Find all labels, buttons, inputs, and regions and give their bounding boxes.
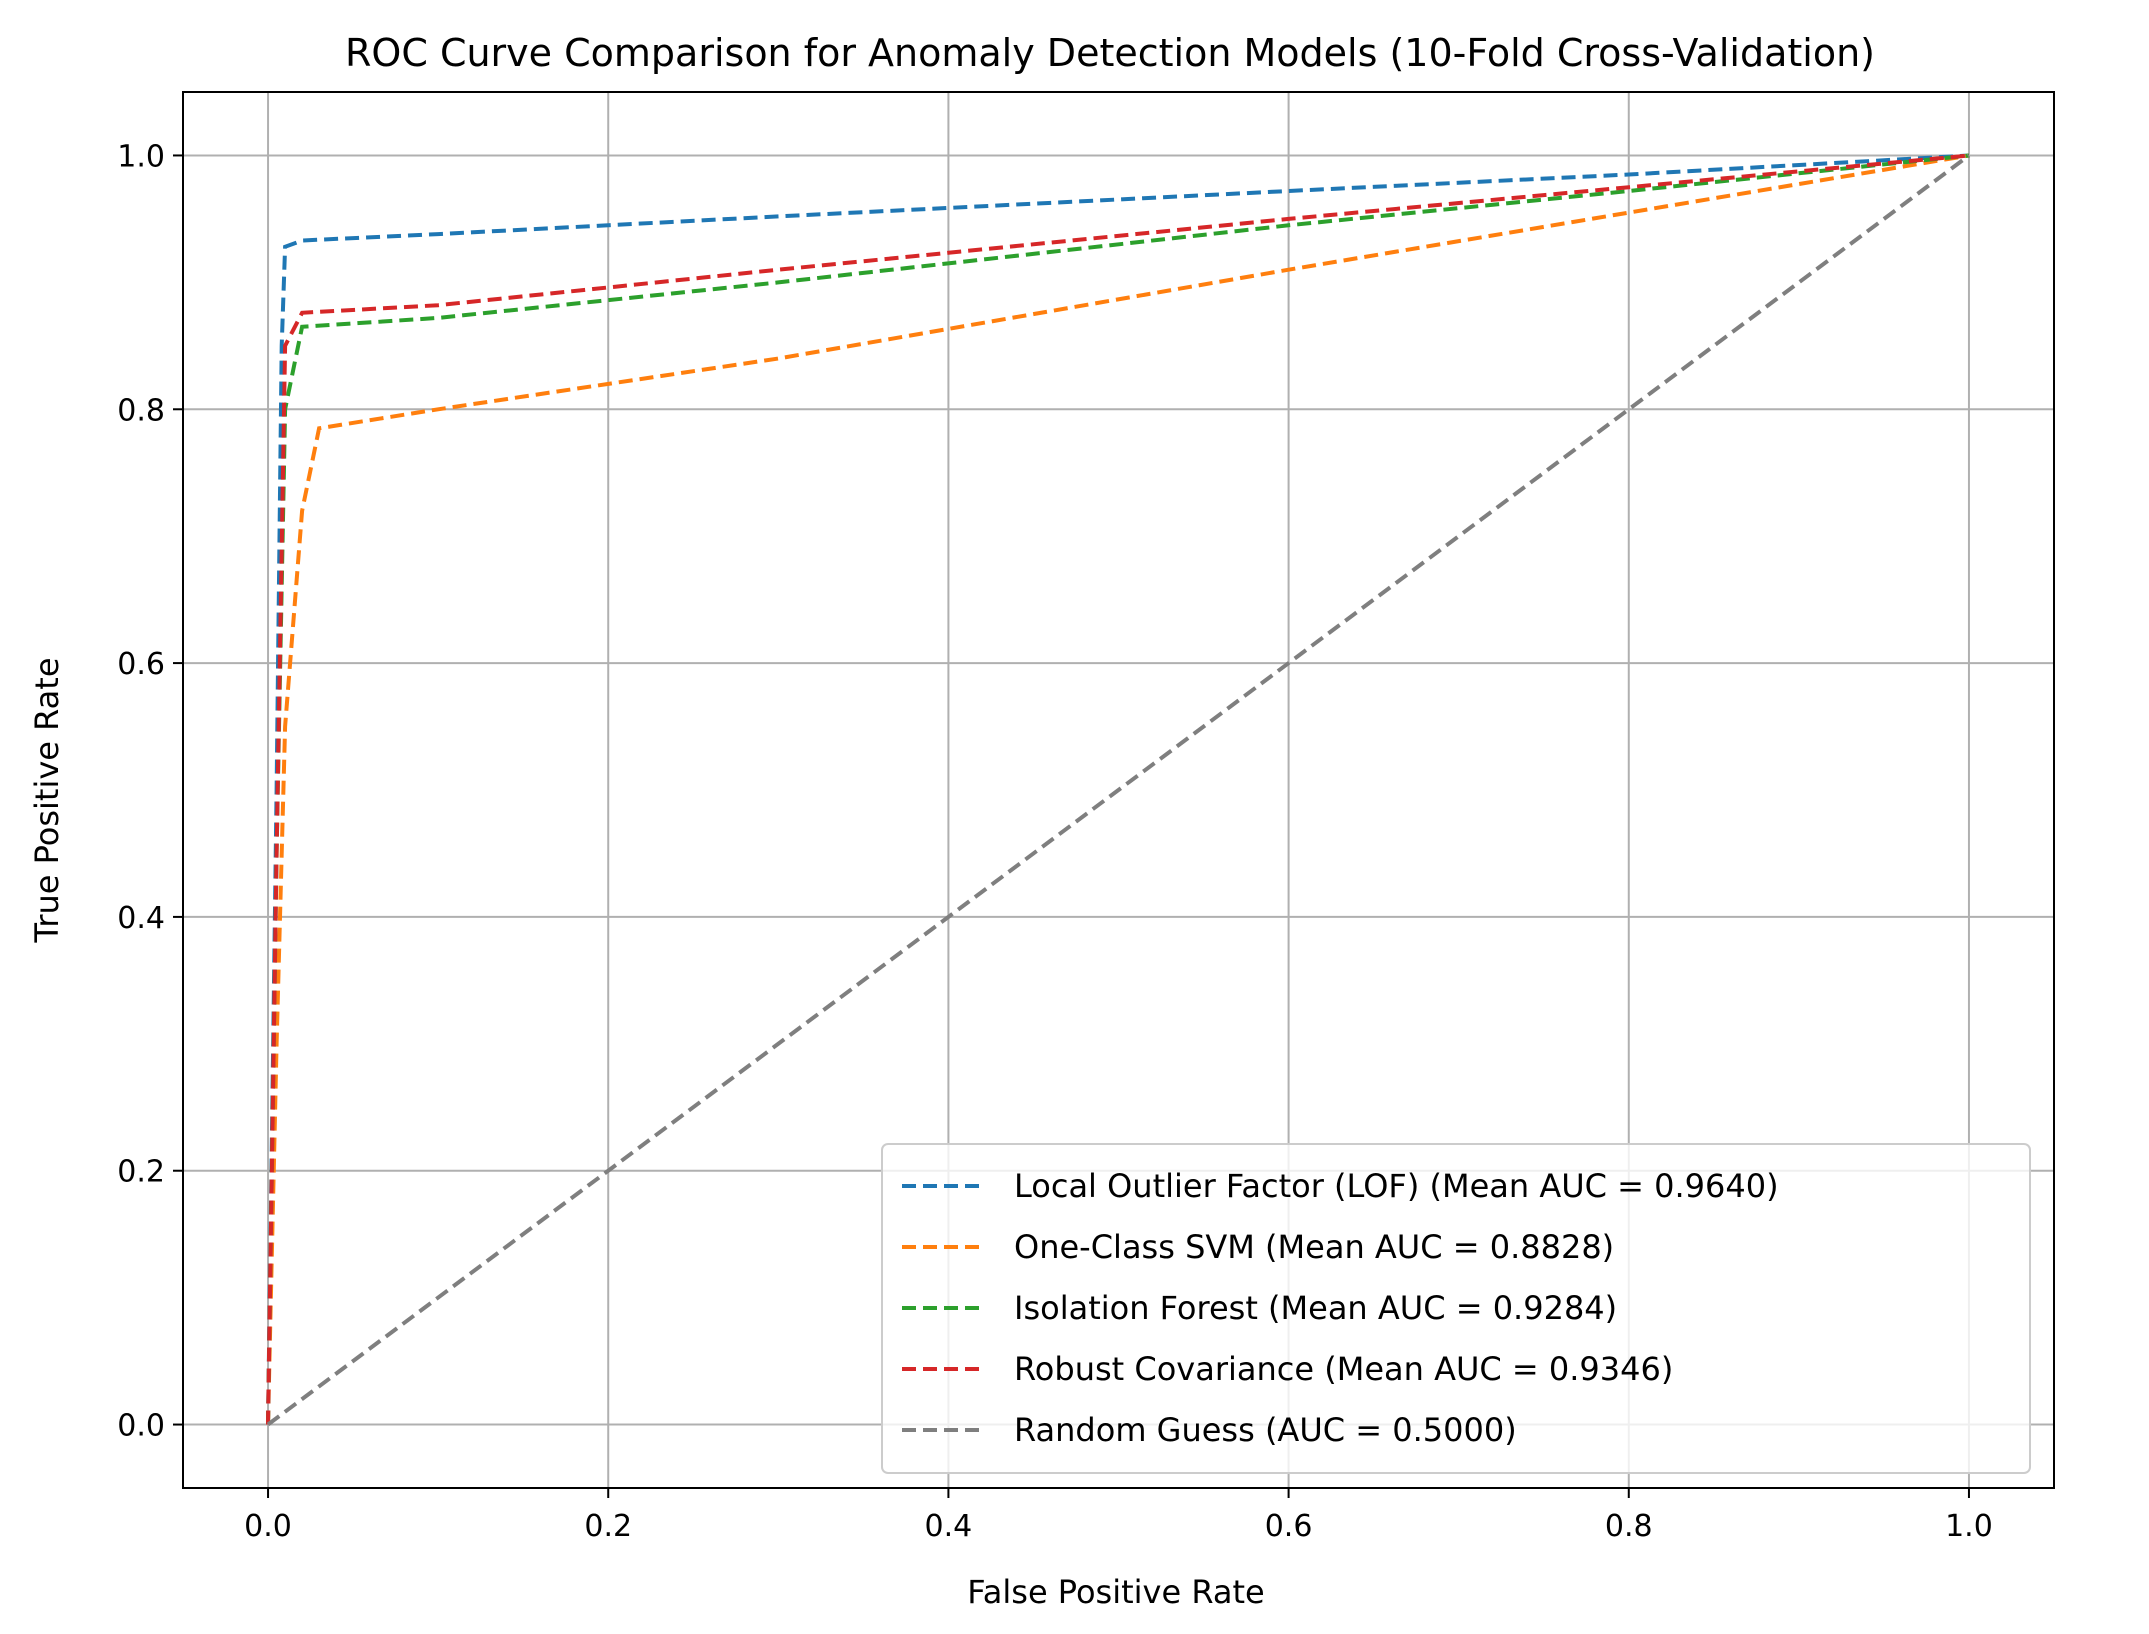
grid	[183, 92, 2054, 1488]
legend-entry-3: Robust Covariance (Mean AUC = 0.9346)	[1014, 1350, 1673, 1388]
y-tick-label: 0.2	[117, 1155, 165, 1190]
chart-title: ROC Curve Comparison for Anomaly Detecti…	[345, 31, 1875, 75]
x-tick-label: 0.6	[1265, 1509, 1313, 1544]
legend-entry-1: One-Class SVM (Mean AUC = 0.8828)	[1014, 1228, 1614, 1266]
legend: Local Outlier Factor (LOF) (Mean AUC = 0…	[881, 1143, 2031, 1474]
plot-frame	[182, 91, 2055, 1489]
series-line-3	[266, 153, 1970, 1425]
legend-entry-2: Isolation Forest (Mean AUC = 0.9284)	[1014, 1289, 1617, 1327]
series-lines	[266, 153, 1971, 1427]
x-tick-label: 0.8	[1605, 1509, 1653, 1544]
y-tick-label: 0.4	[117, 901, 165, 936]
x-tick-label: 0.0	[244, 1509, 292, 1544]
legend-box	[881, 1143, 2031, 1474]
series-line-1	[266, 153, 1970, 1425]
axis-ticks: 0.0 0.2 0.4 0.6 0.8 1.0 0.0 0.2 0.4 0.6 0.8 1.0	[117, 139, 1993, 1544]
y-tick-label: 1.0	[117, 139, 165, 174]
x-tick-label: 1.0	[1945, 1509, 1993, 1544]
y-tick-label: 0.8	[117, 393, 165, 428]
x-tick-label: 0.2	[584, 1509, 632, 1544]
series-line-0	[266, 153, 1970, 1425]
legend-entry-4: Random Guess (AUC = 0.5000)	[1014, 1411, 1517, 1449]
x-axis-label: False Positive Rate	[967, 1573, 1264, 1611]
y-tick-label: 0.0	[117, 1409, 165, 1444]
x-tick-label: 0.4	[925, 1509, 973, 1544]
y-axis-label: True Positive Rate	[28, 657, 66, 943]
series-line-4	[266, 153, 1971, 1427]
y-tick-label: 0.6	[117, 647, 165, 682]
legend-entry-0: Local Outlier Factor (LOF) (Mean AUC = 0…	[1014, 1167, 1779, 1205]
